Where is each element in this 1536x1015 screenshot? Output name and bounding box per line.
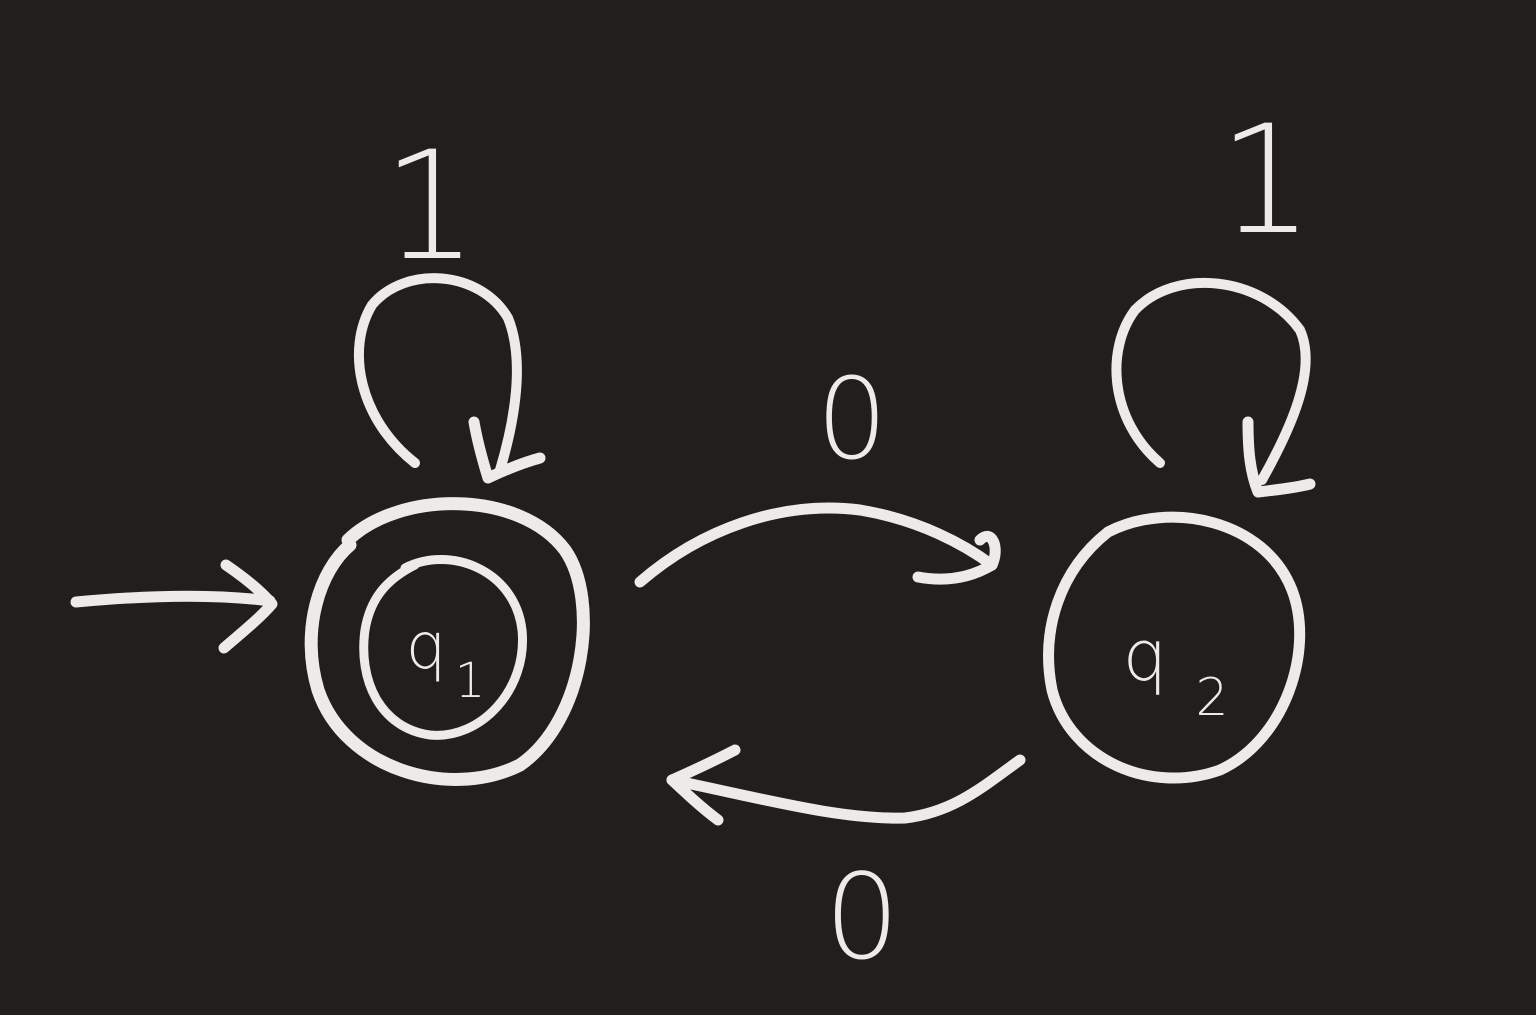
state-q2-label: q: [1123, 615, 1167, 697]
state-q1-label-subscript: 1: [455, 653, 486, 709]
self-loop-q1-symbol: 1: [382, 120, 477, 294]
transition-q1-q2-symbol: 0: [816, 355, 887, 485]
state-q1-label: q: [406, 610, 447, 684]
state-q2-label-subscript: 2: [1195, 668, 1228, 728]
transition-q2-q1-symbol: 0: [824, 848, 899, 986]
self-loop-q2-symbol: 1: [1218, 94, 1313, 268]
